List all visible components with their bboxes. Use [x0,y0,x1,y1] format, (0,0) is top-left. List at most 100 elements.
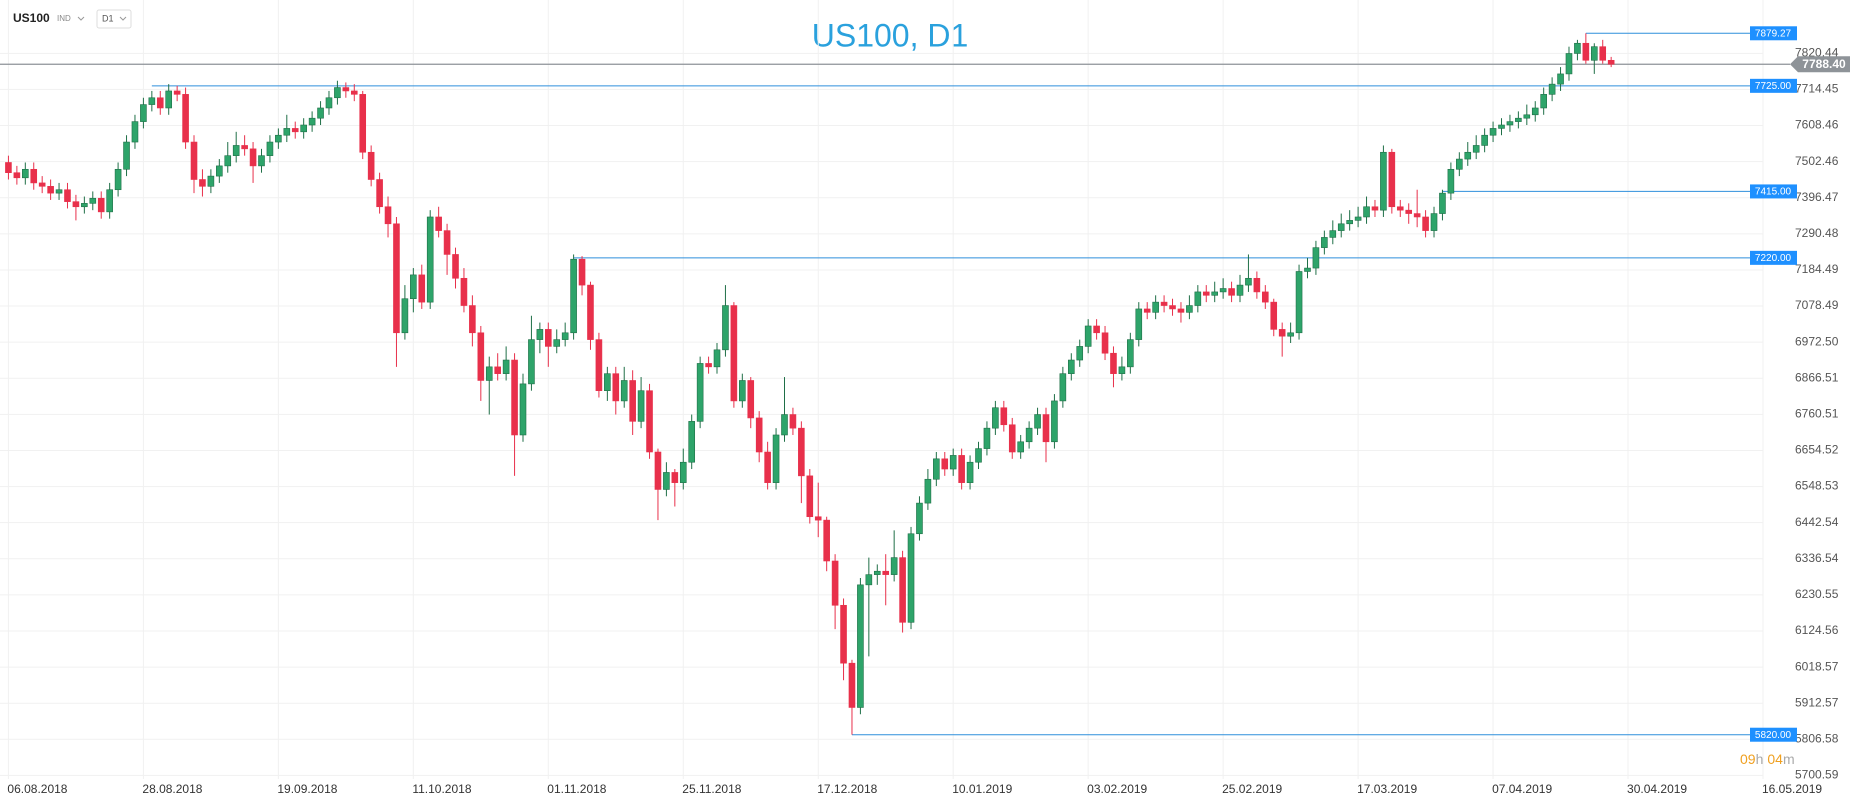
candle-body [502,359,510,374]
candle-body [1481,134,1488,146]
grid [0,0,1764,779]
candle-body [1312,247,1320,269]
candle-body [266,141,274,156]
y-tick-label: 7714.45 [1795,82,1839,96]
candle-body [1152,301,1159,313]
y-tick-label: 5806.58 [1795,731,1839,745]
countdown-part: 09 [1740,751,1756,767]
level-tag [1750,26,1797,41]
y-tick-label: 7290.48 [1795,226,1839,240]
candle-body [1186,305,1193,313]
candle-body [190,141,198,180]
candle-body [890,557,898,575]
candle-body [747,380,755,419]
candle-body [1590,46,1598,61]
candle-body [140,104,147,122]
countdown-part: h [1756,751,1764,767]
countdown: 09h 04m [1740,751,1795,767]
candle-body [671,472,679,483]
candle-body [30,168,38,184]
interval-chevron[interactable] [119,16,127,21]
y-tick-label: 6018.57 [1795,659,1839,673]
candle-body [1051,400,1058,443]
candle-body [317,107,324,119]
level-tag [1750,184,1797,199]
candle-body [1236,284,1244,296]
candle-body [545,329,552,347]
candle-body [1160,301,1168,306]
y-tick-label: 7396.47 [1795,190,1839,204]
candle-body [578,258,586,286]
candle-body [173,90,181,95]
candle-body [123,141,130,170]
candle-body [511,359,518,436]
interval[interactable]: D1 [102,13,114,23]
y-tick-label: 6760.51 [1795,407,1839,421]
candle-body [1304,267,1311,272]
y-tick-label: 6230.55 [1795,587,1839,601]
candle-body [477,332,485,381]
candle-body [1515,117,1522,122]
candle-body [1067,359,1075,374]
level-label: 7725.00 [1755,81,1792,92]
candle-body [730,305,738,402]
current-price-label: 7788.40 [1802,57,1846,71]
candle-body [814,516,822,521]
candle-body [249,148,257,167]
candle-body [679,461,687,483]
candle-body [587,284,594,340]
candle-body [570,258,577,334]
symbol-group[interactable]: IND [57,14,71,23]
candle-body [798,427,805,477]
candle-body [1000,407,1008,426]
candle-body [1337,223,1345,231]
candle-body [452,254,459,279]
candle-body [224,155,232,167]
candle-body [241,145,248,150]
candle-body [840,604,847,664]
candle-body [924,478,932,504]
level-label: 7879.27 [1755,28,1792,39]
candle-body [1464,151,1472,160]
candle-body [1540,94,1547,109]
candle-body [426,216,434,303]
candle-body [949,455,957,470]
candle-body [376,179,383,208]
group-chevron[interactable] [77,16,85,21]
candle-body [604,373,611,391]
candle-body [519,383,527,436]
candle-body [789,414,797,429]
candle-body [696,363,704,422]
candle-body [469,305,476,334]
candle-body [350,90,358,95]
candle-body [1194,291,1202,306]
x-tick-label: 17.12.2018 [817,782,877,796]
candle-body [1329,230,1337,238]
candle-body [460,277,468,306]
candle-body [1228,288,1235,296]
candle-body [1245,277,1252,286]
candle-body [1287,332,1294,337]
y-tick-label: 7502.46 [1795,154,1839,168]
y-tick-label: 7608.46 [1795,118,1839,132]
candle-body [131,121,139,143]
countdown-part: m [1783,751,1795,767]
candle-body [553,339,561,347]
candle-body [1143,308,1151,313]
y-tick-label: 7820.44 [1795,45,1839,59]
interval-dropdown[interactable] [96,9,132,29]
y-tick-label: 6336.54 [1795,551,1839,565]
x-tick-label: 03.02.2019 [1087,782,1147,796]
candle-body [958,455,965,483]
candle-body [1371,206,1379,211]
candle-body [1548,83,1556,95]
candle-body [1388,151,1396,208]
candle-body [367,151,375,180]
candle-body [443,230,451,255]
candle-body [1599,46,1607,61]
candle-body [1447,168,1455,194]
candle-body [1456,158,1463,170]
candle-body [1177,308,1185,313]
candle-body [300,124,307,133]
candle-body [1219,288,1227,293]
